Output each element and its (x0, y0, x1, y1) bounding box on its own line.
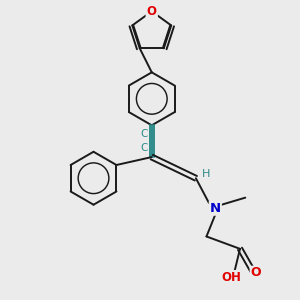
Text: C: C (140, 143, 148, 153)
Text: O: O (250, 266, 261, 279)
Text: N: N (210, 202, 221, 215)
Text: O: O (147, 5, 157, 18)
Text: OH: OH (221, 271, 241, 284)
Text: C: C (140, 129, 148, 139)
Text: H: H (202, 169, 210, 179)
